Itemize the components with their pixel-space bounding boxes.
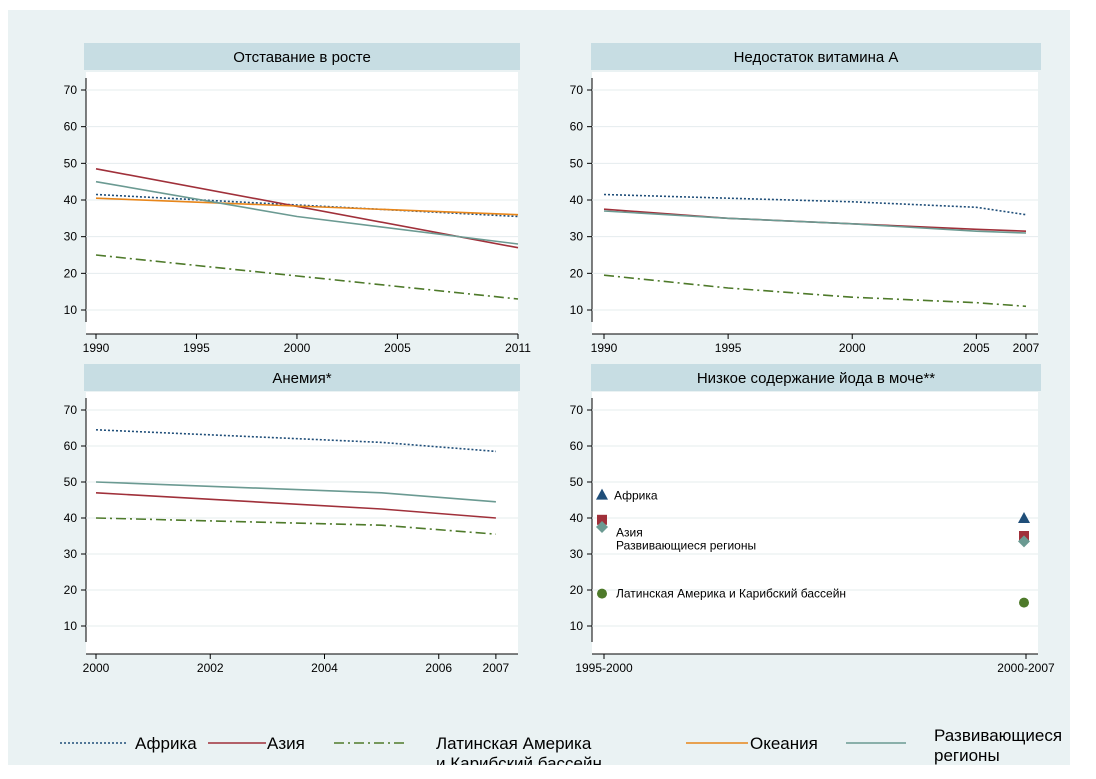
- y-tick-label: 10: [64, 619, 78, 633]
- chart-svg: Отставание в росте 10 20 30 40 50 60 70 1990 1995…: [60, 43, 1062, 773]
- x-tick-label: 2005: [963, 341, 990, 355]
- panel-title-bg: [591, 43, 1041, 70]
- panel-1: Отставание в росте 10 20 30 40 50 60 70 1990 1995…: [64, 43, 531, 355]
- y-tick-label: 60: [570, 439, 584, 453]
- marker-africa: [1018, 512, 1030, 523]
- legend-label-africa: Африка: [135, 734, 197, 753]
- y-tick-label: 40: [570, 193, 584, 207]
- series-line-developing: [95, 180, 519, 245]
- panel-2: Недостаток витамина A 10 20 30 40 50 60 70 1990 1…: [570, 43, 1041, 355]
- panel-title: Отставание в росте: [233, 49, 371, 66]
- figure: Отставание в росте 10 20 30 40 50 60 70 1990 1995…: [8, 10, 1070, 773]
- y-tick-label: 50: [570, 156, 584, 170]
- panel-3: Анемия* 10 20 30 40 50 60 70 2000 2002 2004 2006 200…: [64, 364, 520, 675]
- y-tick-label: 60: [570, 120, 584, 134]
- legend-label-asia: Азия: [267, 734, 305, 753]
- legend-label-developing-line2: регионы: [934, 746, 1000, 765]
- marker-asia: [597, 514, 607, 525]
- series-line-asia: [95, 492, 496, 519]
- y-tick-label: 20: [570, 266, 584, 280]
- panel-title-bg: [84, 43, 520, 70]
- plot-area: [86, 72, 518, 334]
- y-tick-label: 30: [64, 230, 78, 244]
- series-line-developing: [603, 210, 1027, 234]
- y-tick-label: 50: [64, 475, 78, 489]
- series-line-latin_america: [95, 517, 496, 535]
- y-tick-label: 20: [570, 583, 584, 597]
- plot-area: [592, 72, 1038, 334]
- panel-title-bg: [591, 364, 1041, 391]
- marker-developing: [596, 521, 608, 533]
- annotation-africa: Африка: [614, 489, 658, 503]
- x-tick-label: 2006: [425, 661, 452, 675]
- y-tick-label: 70: [64, 403, 78, 417]
- y-tick-label: 70: [64, 83, 78, 97]
- panel-title-bg: [84, 364, 520, 391]
- y-tick-label: 70: [570, 403, 584, 417]
- y-tick-label: 30: [64, 547, 78, 561]
- x-tick-label: 2007: [1013, 341, 1040, 355]
- panel-title: Низкое содержание йода в моче**: [697, 370, 935, 387]
- y-tick-label: 40: [570, 511, 584, 525]
- annotation-developing: Развивающиеся регионы: [616, 539, 756, 553]
- y-tick-label: 30: [570, 547, 584, 561]
- series-line-developing: [95, 481, 496, 503]
- legend-label-developing-line1: Развивающиеся: [934, 726, 1062, 745]
- y-tick-label: 10: [570, 303, 584, 317]
- x-tick-label: 1990: [591, 341, 618, 355]
- y-tick-label: 50: [570, 475, 584, 489]
- plot-area: [592, 392, 1038, 654]
- marker-africa: [596, 488, 608, 500]
- panel-4: Низкое содержание йода в моче** 10 20 30 40 5…: [570, 364, 1055, 675]
- legend-label-latin-line2: и Карибский бассейн: [436, 754, 602, 765]
- y-tick-label: 20: [64, 266, 78, 280]
- series-line-africa: [603, 193, 1027, 216]
- series-line-latin_america: [603, 274, 1027, 308]
- y-tick-label: 20: [64, 583, 78, 597]
- series-line-oceania: [95, 197, 519, 216]
- x-tick-label: 2004: [311, 661, 338, 675]
- y-tick-label: 60: [64, 120, 78, 134]
- x-tick-label: 2007: [483, 661, 510, 675]
- x-tick-label: 1990: [83, 341, 110, 355]
- legend-label-oceania: Океания: [750, 734, 818, 753]
- marker-developing: [1018, 535, 1030, 548]
- y-tick-label: 50: [64, 156, 78, 170]
- panel-title: Анемия*: [272, 370, 331, 387]
- y-tick-label: 70: [570, 83, 584, 97]
- marker-latin_america: [597, 588, 607, 599]
- x-tick-label: 2000: [839, 341, 866, 355]
- y-tick-label: 30: [570, 230, 584, 244]
- series-line-africa: [95, 429, 496, 453]
- x-tick-label: 2005: [384, 341, 411, 355]
- x-tick-label: 1995: [183, 341, 210, 355]
- legend-label-latin-line1: Латинская Америка: [436, 734, 592, 753]
- y-tick-label: 10: [570, 619, 584, 633]
- x-tick-label: 2000-2007: [997, 661, 1055, 675]
- x-tick-label: 2000: [83, 661, 110, 675]
- y-tick-label: 40: [64, 511, 78, 525]
- x-tick-label: 1995: [715, 341, 742, 355]
- y-tick-label: 10: [64, 303, 78, 317]
- y-tick-label: 40: [64, 193, 78, 207]
- x-tick-label: 2000: [284, 341, 311, 355]
- y-tick-label: 60: [64, 439, 78, 453]
- marker-latin_america: [1019, 597, 1029, 608]
- annotation-latin-america: Латинская Америка и Карибский бассейн: [616, 587, 846, 601]
- panel-title: Недостаток витамина A: [734, 49, 899, 66]
- x-tick-label: 2002: [197, 661, 224, 675]
- x-tick-label: 1995-2000: [575, 661, 633, 675]
- annotation-asia: Азия: [616, 525, 643, 539]
- series-line-africa: [95, 193, 519, 218]
- x-tick-label: 2011: [505, 341, 531, 355]
